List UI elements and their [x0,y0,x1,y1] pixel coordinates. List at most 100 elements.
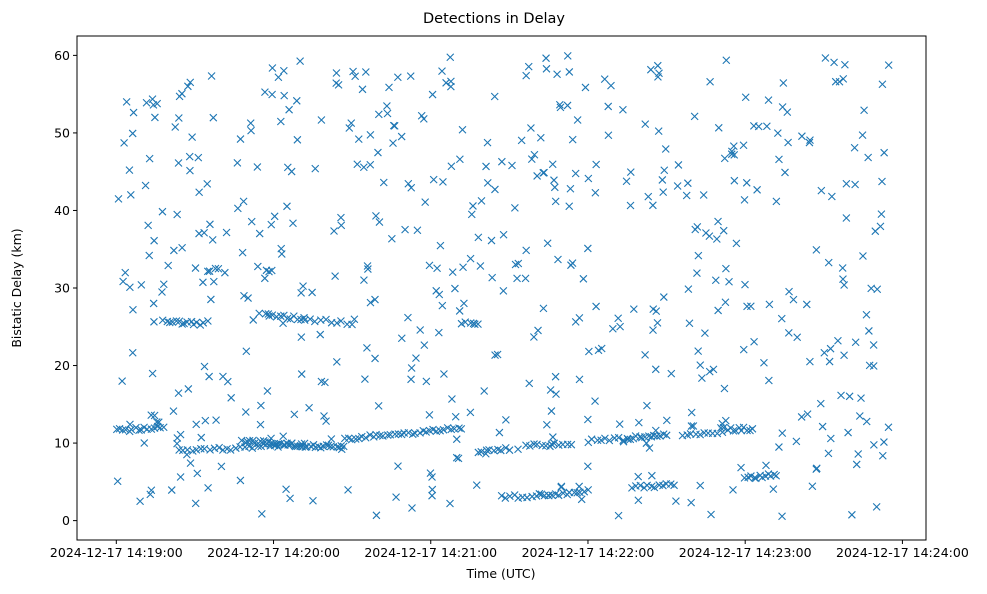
detection-marker [840,351,848,360]
detection-marker [220,268,229,277]
detection-marker [451,284,459,293]
detection-marker [203,180,212,188]
detection-marker [651,426,660,435]
detection-marker [188,133,197,142]
detection-marker [749,121,758,130]
detection-marker [725,277,733,286]
detection-marker [742,178,751,187]
detection-marker [643,481,652,490]
detection-marker [274,73,283,82]
detection-marker [241,408,250,416]
detection-marker [643,401,651,410]
detection-marker [391,430,399,439]
detection-marker [802,300,811,309]
detection-marker [261,309,270,318]
detection-marker [305,403,313,412]
detection-marker [649,326,657,335]
detection-marker [743,426,751,435]
detection-marker [195,229,203,238]
detection-marker [201,416,210,425]
detection-marker [317,377,326,386]
detection-marker [389,121,398,130]
detection-marker [310,317,319,326]
detection-marker [722,264,730,273]
detection-marker [693,269,701,278]
detection-marker [533,172,542,180]
detection-marker [884,61,893,69]
detection-marker [167,486,176,494]
detection-marker [514,445,522,454]
detection-marker [268,64,277,72]
detection-marker [837,391,845,400]
detection-marker [687,422,696,430]
detection-marker [375,218,384,226]
detection-marker [208,236,217,244]
detection-marker [764,376,773,385]
detection-marker [270,212,279,221]
x-tick-label: 2024-12-17 14:20:00 [207,545,340,560]
detection-marker [385,83,393,92]
detection-marker [337,221,346,230]
detection-marker [439,425,448,434]
detection-marker [584,485,593,494]
detection-marker [554,255,562,264]
detection-marker [192,446,201,454]
detection-marker [722,56,731,65]
detection-marker [126,420,134,429]
detection-marker [496,446,505,455]
detection-marker [136,497,144,506]
detection-marker [714,306,723,315]
detection-marker [196,444,205,453]
detection-marker [348,320,356,329]
detection-marker [597,344,606,353]
detection-marker [158,288,166,296]
detection-marker [806,357,814,366]
detection-marker [422,377,431,386]
detection-marker [199,318,208,327]
detection-marker [650,483,659,492]
detection-marker [165,318,174,327]
detection-marker [543,239,552,248]
detection-marker [263,387,272,395]
detection-marker [406,72,415,80]
detection-marker [483,138,492,147]
detection-marker [247,126,255,135]
detection-marker [499,287,508,295]
x-tick-label: 2024-12-17 14:21:00 [364,545,497,560]
detection-marker [705,367,714,376]
detection-marker [330,227,338,235]
detection-marker [583,462,592,471]
detection-marker [158,316,167,325]
detection-marker [652,307,661,316]
detection-marker [765,300,774,309]
detection-marker [311,164,320,173]
detection-marker [151,113,159,122]
detection-marker [821,54,830,62]
detection-marker [838,264,847,272]
detection-marker [276,439,285,448]
detection-marker [332,79,341,88]
detection-marker [673,182,682,190]
detection-marker [344,485,352,494]
detection-marker [508,161,516,170]
detection-marker [149,299,158,308]
detection-marker [648,201,657,210]
detection-marker [171,123,180,131]
detection-marker [282,485,290,494]
detection-marker [869,341,878,349]
detection-marker [351,435,360,443]
detection-marker [491,185,499,194]
detection-marker [784,138,792,147]
detection-marker [820,348,829,357]
detection-marker [467,210,476,219]
detection-marker [839,275,847,284]
detection-marker [775,443,783,451]
detection-marker [653,318,662,327]
detection-marker [239,197,248,206]
detection-marker [119,277,127,286]
detection-marker [354,135,363,143]
detection-marker [584,347,593,356]
detection-marker [128,129,137,138]
detection-marker [495,428,504,437]
